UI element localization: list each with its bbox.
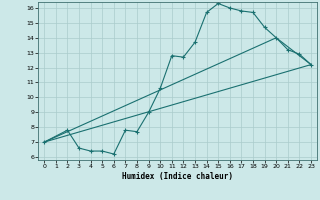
X-axis label: Humidex (Indice chaleur): Humidex (Indice chaleur) [122, 172, 233, 181]
